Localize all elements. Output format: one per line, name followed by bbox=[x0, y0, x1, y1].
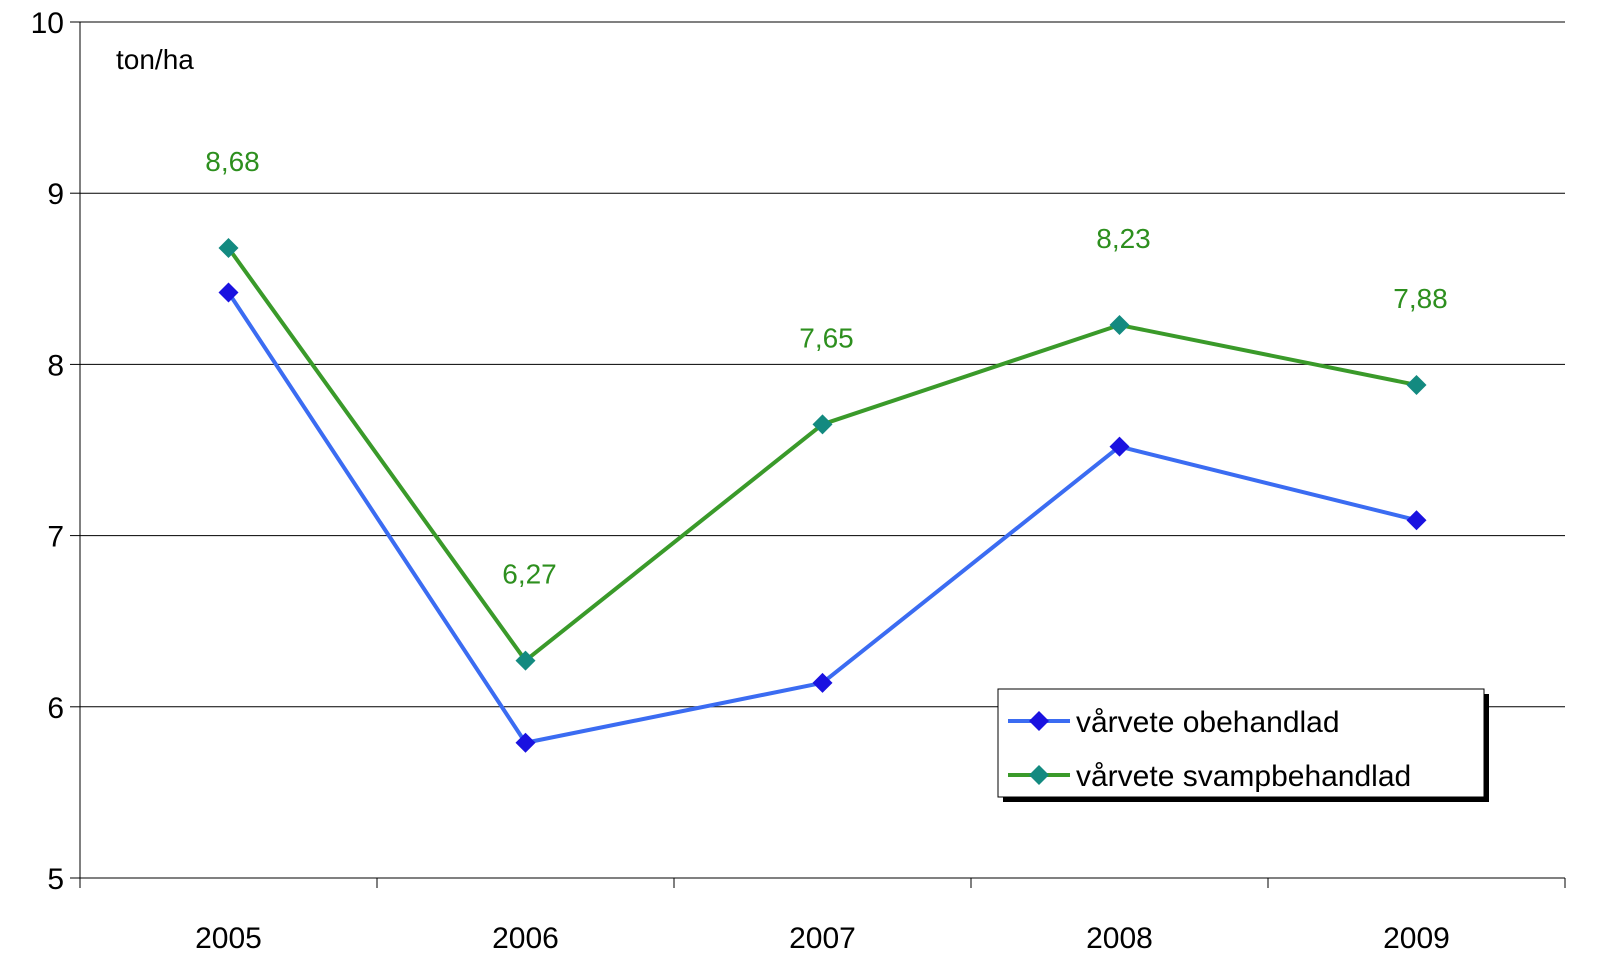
data-point-marker bbox=[1109, 436, 1130, 457]
data-label: 7,65 bbox=[799, 322, 854, 353]
legend: vårvete obehandlad vårvete svampbehandlad bbox=[997, 688, 1489, 802]
data-point-marker bbox=[218, 237, 239, 258]
data-point-marker bbox=[812, 414, 833, 435]
data-label: 7,88 bbox=[1393, 283, 1448, 314]
legend-label: vårvete svampbehandlad bbox=[1076, 760, 1411, 793]
x-tick-label: 2007 bbox=[789, 922, 856, 955]
x-tick-label: 2005 bbox=[195, 922, 262, 955]
unit-label: ton/ha bbox=[116, 44, 194, 75]
y-tick-label: 5 bbox=[47, 863, 64, 896]
y-tick-label: 10 bbox=[31, 7, 64, 40]
legend-item: vårvete svampbehandlad bbox=[1008, 760, 1411, 793]
axes: 5 6 7 8 9 10 2005 2006 2007 2008 2009 bbox=[31, 7, 1566, 955]
legend-item: vårvete obehandlad bbox=[1008, 706, 1340, 739]
y-tick-label: 8 bbox=[47, 349, 64, 382]
legend-label: vårvete obehandlad bbox=[1076, 706, 1340, 739]
x-tick-label: 2009 bbox=[1383, 922, 1450, 955]
y-tick-label: 9 bbox=[47, 178, 64, 211]
series-1 bbox=[218, 282, 1427, 753]
data-point-marker bbox=[515, 650, 536, 671]
data-point-marker bbox=[1406, 510, 1427, 531]
data-point-marker bbox=[515, 732, 536, 753]
y-tick-label: 6 bbox=[47, 692, 64, 725]
y-tick-label: 7 bbox=[47, 521, 64, 554]
series-line bbox=[226, 246, 1417, 663]
data-point-marker bbox=[218, 282, 239, 303]
data-point-marker bbox=[1406, 374, 1427, 395]
data-label: 8,23 bbox=[1096, 223, 1151, 254]
legend-swatch-marker bbox=[1029, 765, 1049, 785]
x-tick-label: 2008 bbox=[1086, 922, 1153, 955]
legend-box bbox=[997, 688, 1485, 798]
gridlines bbox=[80, 21, 1565, 708]
series-group bbox=[218, 237, 1427, 753]
data-label: 8,68 bbox=[205, 146, 260, 177]
legend-swatch-marker bbox=[1029, 711, 1049, 731]
series-2 bbox=[218, 237, 1427, 671]
data-point-marker bbox=[812, 672, 833, 693]
data-labels: 8,68 6,27 7,65 8,23 7,88 bbox=[205, 146, 1448, 590]
x-tick-label: 2006 bbox=[492, 922, 559, 955]
data-label: 6,27 bbox=[502, 559, 557, 590]
data-point-marker bbox=[1109, 315, 1130, 336]
